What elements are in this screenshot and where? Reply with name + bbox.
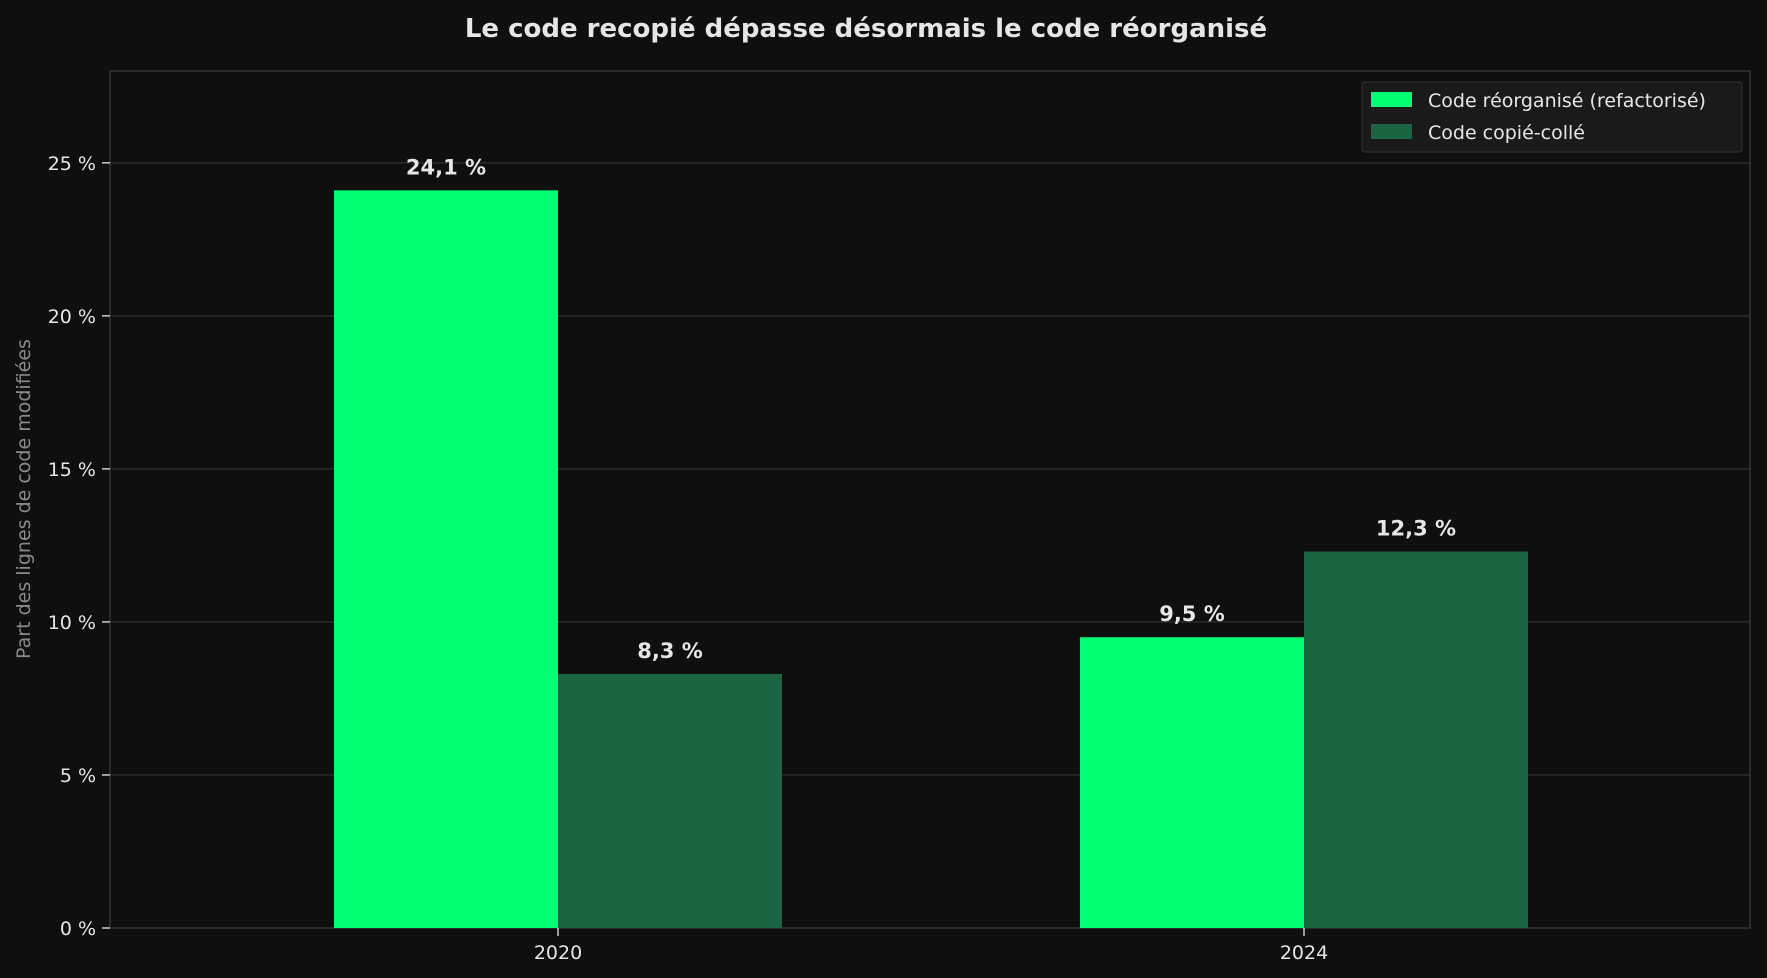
- legend: Code réorganisé (refactorisé) Code copié-…: [1361, 81, 1743, 153]
- data-labels: 24,1 % 9,5 % 8,3 % 12,3 %: [406, 155, 1456, 663]
- y-tick-label: 20 %: [48, 306, 96, 328]
- legend-box: [1361, 81, 1743, 153]
- legend-swatch: [1371, 124, 1412, 139]
- data-label: 8,3 %: [637, 639, 703, 663]
- y-axis-label: Part des lignes de code modifiées: [13, 339, 35, 659]
- data-label: 24,1 %: [406, 155, 486, 179]
- bar: [558, 673, 782, 928]
- bar: [334, 190, 558, 928]
- y-tick-label: 5 %: [60, 765, 96, 787]
- legend-label: Code copié-collé: [1428, 122, 1585, 144]
- y-tick-label: 0 %: [60, 918, 96, 940]
- plot-frame: [109, 70, 1751, 929]
- legend-label: Code réorganisé (refactorisé): [1428, 90, 1706, 112]
- x-tick-label: 2020: [534, 942, 582, 964]
- y-tick-label: 10 %: [48, 612, 96, 634]
- x-tick-label: 2024: [1280, 942, 1328, 964]
- bar: [1304, 551, 1528, 928]
- y-tick-label: 25 %: [48, 153, 96, 175]
- y-tick-label: 15 %: [48, 459, 96, 481]
- bar: [1080, 637, 1304, 928]
- x-axis-ticks: 2020 2024: [534, 928, 1328, 964]
- y-axis-ticks: 0 % 5 % 10 % 15 % 20 % 25 %: [48, 153, 110, 940]
- chart-title: Le code recopié dépasse désormais le cod…: [465, 14, 1267, 44]
- bars: [334, 190, 1528, 928]
- data-label: 12,3 %: [1376, 517, 1456, 541]
- data-label: 9,5 %: [1159, 602, 1225, 626]
- legend-swatch: [1371, 92, 1412, 107]
